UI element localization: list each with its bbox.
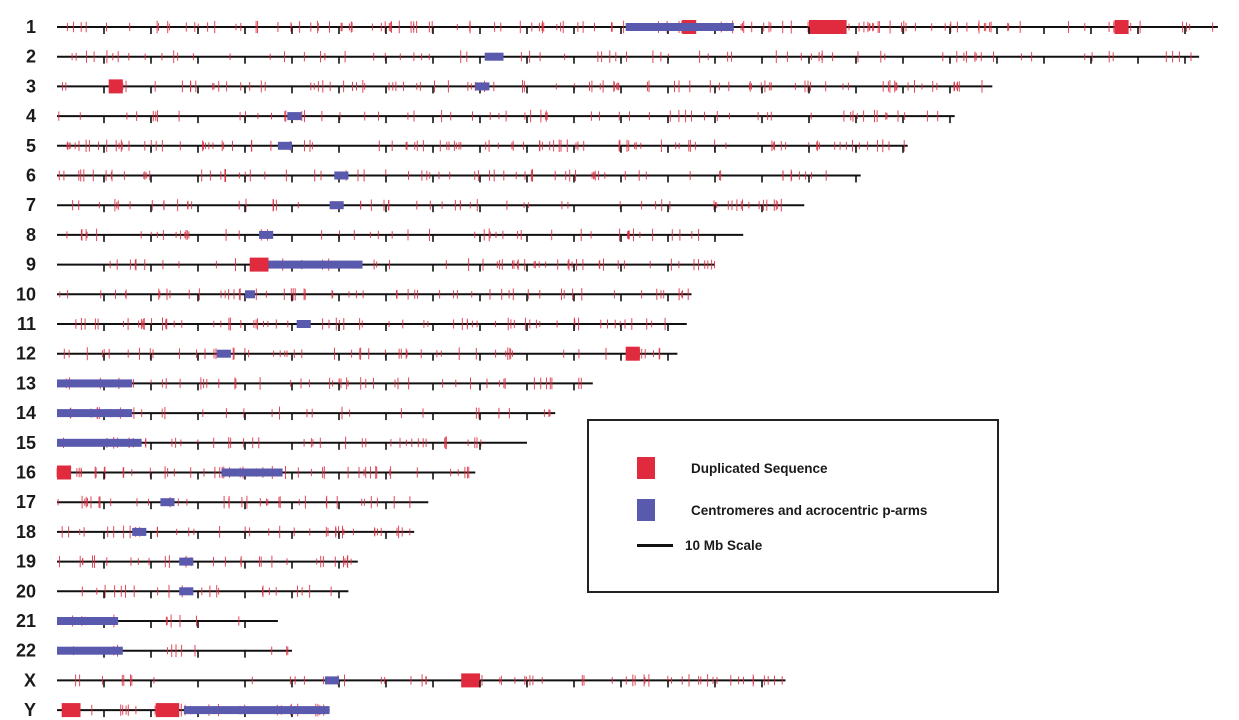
chromosome-7: 7: [26, 195, 805, 215]
chromosome-22: 22: [16, 641, 292, 661]
chromosome-label: 22: [16, 641, 36, 661]
duplication-block: [57, 465, 72, 480]
chromosome-y: Y: [24, 700, 330, 720]
chromosome-label: 1: [26, 17, 36, 37]
legend-row-duplicated: Duplicated Sequence: [637, 457, 828, 479]
chromosome-label: 7: [26, 195, 36, 215]
centromere-block: [259, 230, 274, 239]
centromere-swatch: [637, 499, 655, 521]
chromosome-16: 16: [16, 463, 476, 483]
chromosome-10: 10: [16, 284, 692, 304]
chromosome-13: 13: [16, 373, 593, 393]
chromosome-11: 11: [17, 314, 687, 334]
centromere-block: [287, 112, 302, 121]
legend-scale-label: 10 Mb Scale: [685, 538, 763, 553]
duplicated-swatch: [637, 457, 655, 479]
chromosome-label: 8: [26, 225, 36, 245]
chromosome-17: 17: [16, 492, 429, 512]
centromere-block: [334, 171, 349, 180]
chromosome-label: 3: [26, 76, 36, 96]
duplication-block: [61, 703, 81, 718]
chromosome-6: 6: [26, 166, 861, 186]
chromosome-20: 20: [16, 581, 349, 601]
chromosome-label: 15: [16, 433, 36, 453]
chromosome-label: 16: [16, 463, 36, 483]
centromere-block: [57, 409, 133, 418]
centromere-block: [475, 82, 490, 91]
centromere-block: [57, 646, 123, 655]
legend-centromere-label: Centromeres and acrocentric p-arms: [691, 502, 928, 518]
chromosome-label: 10: [16, 284, 36, 304]
duplication-block: [155, 703, 180, 718]
centromere-block: [160, 498, 175, 507]
chromosome-label: 6: [26, 166, 36, 186]
chromosome-label: Y: [24, 700, 36, 720]
centromere-block: [324, 676, 339, 685]
chromosome-label: 17: [16, 492, 36, 512]
centromere-block: [245, 290, 255, 299]
centromere-block: [268, 260, 363, 269]
centromere-block: [625, 23, 734, 31]
chromosome-label: 13: [16, 373, 36, 393]
chromosome-4: 4: [26, 106, 955, 126]
chromosome-1: 1: [26, 17, 1218, 37]
chromosome-14: 14: [16, 403, 556, 423]
duplication-block: [249, 257, 269, 272]
duplication-block: [625, 346, 640, 361]
duplication-block: [809, 20, 847, 34]
legend-row-scale: 10 Mb Scale: [637, 538, 762, 553]
chromosome-18: 18: [16, 522, 415, 542]
legend-duplicated-label: Duplicated Sequence: [691, 460, 828, 476]
centromere-block: [132, 527, 147, 536]
centromere-block: [179, 557, 194, 566]
chromosome-21: 21: [16, 611, 278, 631]
chromosome-label: 2: [26, 47, 36, 67]
chromosome-3: 3: [26, 76, 993, 96]
legend-row-centromere: Centromeres and acrocentric p-arms: [637, 499, 927, 521]
legend: Duplicated Sequence Centromeres and acro…: [587, 419, 999, 593]
centromere-block: [277, 141, 292, 150]
chromosome-label: 18: [16, 522, 36, 542]
duplication-block: [108, 79, 123, 94]
centromere-block: [57, 617, 119, 625]
centromere-block: [296, 320, 311, 328]
scale-bar: [637, 544, 673, 547]
chromosome-2: 2: [26, 47, 1200, 67]
chromosome-19: 19: [16, 552, 358, 572]
chromosome-label: 12: [16, 344, 36, 364]
centromere-block: [57, 438, 142, 447]
chromosome-x: X: [24, 670, 786, 690]
centromere-block: [216, 349, 231, 358]
duplication-block: [1114, 20, 1129, 34]
centromere-block: [183, 706, 330, 715]
chromosome-15: 15: [16, 433, 527, 453]
centromere-block: [221, 468, 283, 477]
centromere-block: [484, 52, 504, 61]
chromosome-label: 19: [16, 552, 36, 572]
chromosome-label: 11: [17, 314, 36, 334]
chromosome-label: 9: [26, 255, 36, 275]
chromosome-label: 20: [16, 581, 36, 601]
chromosome-label: 5: [26, 136, 36, 156]
chromosome-label: 14: [16, 403, 36, 423]
chromosome-12: 12: [16, 344, 678, 364]
centromere-block: [57, 379, 133, 388]
chromosome-5: 5: [26, 136, 908, 156]
chromosome-8: 8: [26, 225, 744, 245]
centromere-block: [329, 201, 344, 210]
chromosome-9: 9: [26, 255, 715, 275]
duplication-block: [461, 673, 480, 688]
chromosome-label: 21: [16, 611, 36, 631]
centromere-block: [179, 587, 194, 596]
chromosome-label: X: [24, 670, 36, 690]
chromosome-label: 4: [26, 106, 36, 126]
